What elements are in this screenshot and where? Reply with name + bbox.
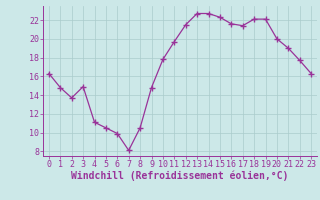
- X-axis label: Windchill (Refroidissement éolien,°C): Windchill (Refroidissement éolien,°C): [71, 171, 289, 181]
